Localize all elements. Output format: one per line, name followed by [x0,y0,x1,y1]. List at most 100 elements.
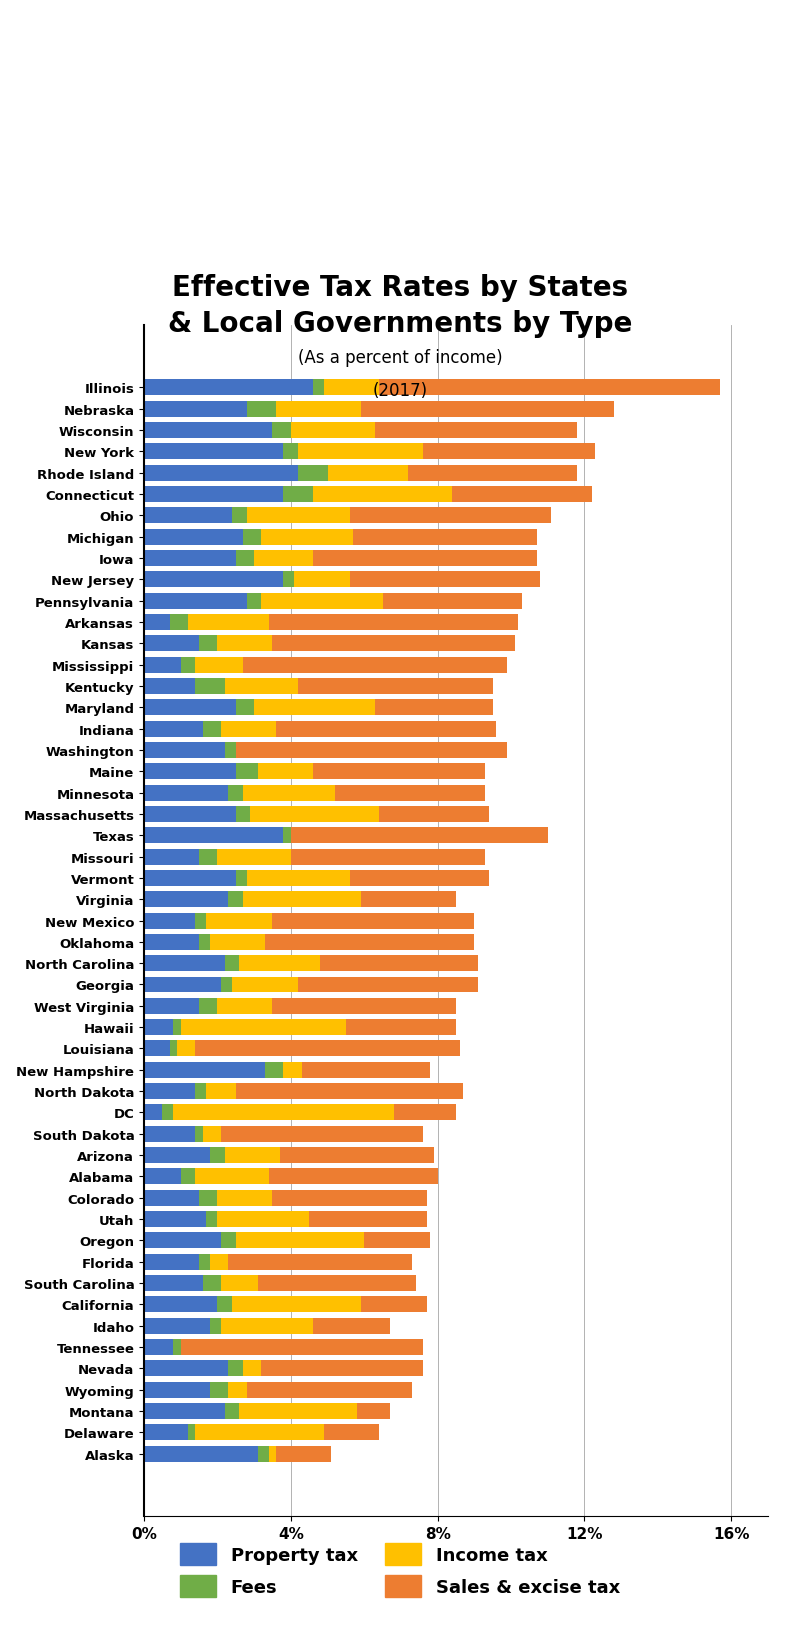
Bar [229,1382,246,1399]
Bar [313,1319,390,1333]
Bar [313,764,486,779]
Bar [291,828,548,844]
Bar [144,892,229,908]
Bar [423,443,595,460]
Bar [144,401,246,417]
Bar [199,934,210,950]
Bar [195,1126,202,1143]
Bar [144,1382,210,1399]
Bar [320,955,478,971]
Bar [144,1403,225,1420]
Bar [262,530,354,546]
Bar [346,1019,456,1035]
Bar [144,422,273,438]
Bar [144,699,236,716]
Bar [144,976,221,993]
Bar [144,509,232,523]
Bar [364,1232,430,1249]
Bar [221,976,232,993]
Bar [229,1253,412,1270]
Bar [181,1019,346,1035]
Bar [144,1232,221,1249]
Bar [408,465,577,481]
Bar [379,807,489,823]
Bar [298,976,478,993]
Bar [239,955,320,971]
Bar [291,849,486,866]
Bar [144,998,199,1014]
Bar [174,1019,181,1035]
Bar [206,1211,218,1227]
Bar [354,530,537,546]
Bar [236,699,254,716]
Bar [144,870,236,887]
Bar [170,1042,177,1056]
Bar [229,892,243,908]
Text: Effective Tax Rates by States: Effective Tax Rates by States [172,274,628,302]
Bar [144,487,283,502]
Bar [144,1019,174,1035]
Bar [239,1403,357,1420]
Bar [195,913,206,929]
Bar [273,913,474,929]
Bar [294,572,350,588]
Bar [206,913,273,929]
Bar [246,1382,412,1399]
Bar [229,786,243,800]
Bar [144,764,236,779]
Bar [144,807,236,823]
Bar [221,1232,236,1249]
Bar [202,1275,221,1291]
Bar [199,1190,218,1206]
Bar [174,1105,394,1121]
Bar [144,828,283,844]
Bar [221,1275,258,1291]
Bar [195,1084,206,1100]
Bar [350,572,541,588]
Bar [144,530,243,546]
Bar [232,976,298,993]
Bar [361,1296,426,1312]
Bar [280,1148,434,1164]
Bar [243,657,507,673]
Bar [181,1340,423,1355]
Bar [218,636,273,652]
Bar [202,720,221,737]
Bar [225,742,236,758]
Bar [394,1105,456,1121]
Bar [144,1253,199,1270]
Bar [144,657,181,673]
Bar [144,443,283,460]
Bar [218,1296,232,1312]
Bar [254,699,375,716]
Bar [144,1361,229,1377]
Bar [199,1253,210,1270]
Bar [246,870,350,887]
Bar [188,615,269,631]
Bar [246,509,350,523]
Legend: Property tax, Fees, Income tax, Sales & excise tax: Property tax, Fees, Income tax, Sales & … [173,1535,627,1604]
Bar [276,1446,331,1462]
Bar [236,742,507,758]
Bar [210,1382,229,1399]
Bar [144,551,236,567]
Bar [144,1296,218,1312]
Bar [243,1361,262,1377]
Bar [195,1042,460,1056]
Bar [262,1361,423,1377]
Bar [202,1126,221,1143]
Bar [375,422,577,438]
Bar [283,443,298,460]
Bar [199,849,218,866]
Bar [243,786,335,800]
Bar [243,530,262,546]
Bar [210,1319,221,1333]
Bar [177,1042,195,1056]
Bar [335,786,486,800]
Bar [144,1190,199,1206]
Bar [379,380,720,396]
Bar [144,1063,265,1077]
Bar [170,615,188,631]
Bar [144,742,225,758]
Bar [144,1340,174,1355]
